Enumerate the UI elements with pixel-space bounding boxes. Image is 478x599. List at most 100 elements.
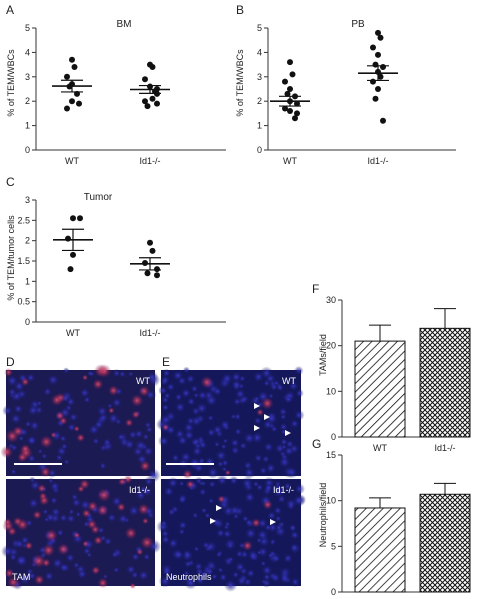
y-tick-label: 2	[257, 96, 262, 106]
chart-g-ylabel: Neutrophils/field	[318, 483, 328, 548]
y-tick-label: 1.5	[17, 256, 30, 266]
bar	[354, 340, 406, 438]
data-point	[144, 270, 151, 277]
micrograph-texture	[1, 475, 162, 590]
data-point	[154, 272, 160, 279]
data-point	[292, 115, 298, 122]
data-point	[370, 78, 376, 85]
x-tick-label: WT	[373, 443, 387, 453]
bar	[419, 327, 471, 438]
data-point	[287, 59, 293, 66]
micrograph-d-id1: Id1-/- TAM	[1, 475, 162, 590]
y-tick-label: 15	[326, 450, 336, 460]
panel-letter-c: C	[6, 175, 15, 189]
bar	[354, 507, 406, 593]
arrowheads	[254, 403, 291, 436]
bar	[419, 493, 471, 593]
micrograph-texture	[156, 474, 307, 592]
micrograph-e-wt-label: WT	[282, 376, 296, 386]
data-point	[289, 71, 296, 78]
x-tick-label: Id1-/-	[434, 443, 455, 453]
y-tick-label: 20	[326, 341, 336, 351]
data-point	[142, 98, 148, 105]
y-tick-label: 2	[25, 236, 30, 246]
y-tick-label: 5	[331, 541, 336, 551]
data-point	[377, 34, 384, 41]
y-tick-label: 2.5	[17, 215, 30, 225]
micrograph-texture	[0, 364, 161, 483]
data-point	[70, 251, 76, 258]
data-point	[69, 56, 75, 63]
data-point	[282, 78, 288, 85]
data-point	[370, 44, 376, 51]
y-tick-label: 0	[25, 317, 30, 327]
data-point	[154, 266, 160, 273]
y-tick-label: 0	[25, 145, 30, 155]
y-tick-label: 3	[25, 195, 30, 205]
chart-b-title: PB	[351, 19, 365, 30]
data-point	[64, 73, 70, 80]
data-point	[69, 98, 75, 105]
panel-letter-d: D	[6, 355, 15, 369]
data-point	[64, 105, 70, 112]
data-point	[144, 103, 151, 110]
micrograph-texture	[156, 365, 305, 480]
data-point	[380, 117, 386, 124]
y-tick-label: 1	[25, 276, 30, 286]
data-point	[149, 95, 156, 102]
micrograph-d-wt-label: WT	[136, 376, 150, 386]
y-tick-label: 0.5	[17, 297, 30, 307]
panel-letter-a: A	[6, 3, 14, 17]
y-tick-label: 30	[326, 295, 336, 305]
micrograph-d-wt: WT	[0, 364, 161, 483]
data-point	[375, 29, 381, 36]
micrograph-e-wt: WT	[156, 365, 305, 480]
micrograph-e-caption: Neutrophils	[166, 572, 212, 582]
data-point	[282, 105, 288, 112]
panel-letter-e: E	[162, 355, 170, 369]
x-tick-label: Id1-/-	[367, 156, 388, 166]
micrograph-d-caption: TAM	[12, 572, 30, 582]
panel-letter-g: G	[312, 437, 321, 451]
data-point	[142, 260, 148, 267]
y-tick-label: 5	[257, 23, 262, 33]
data-point	[372, 95, 379, 102]
x-tick-label: WT	[66, 328, 80, 338]
y-tick-label: 10	[326, 386, 336, 396]
y-tick-label: 2	[25, 96, 30, 106]
x-tick-label: Id1-/-	[139, 156, 160, 166]
chart-c-title: Tumor	[84, 192, 113, 203]
y-tick-label: 5	[25, 23, 30, 33]
data-point	[76, 100, 82, 107]
data-point	[380, 64, 386, 71]
x-tick-label: WT	[283, 156, 297, 166]
micrograph-e-id1: Id1-/- Neutrophils	[156, 474, 307, 592]
chart-c-ylabel: % of TEM/tumor cells	[6, 215, 16, 301]
data-point	[149, 247, 156, 254]
data-point	[377, 73, 384, 80]
data-point	[375, 86, 381, 92]
data-point	[67, 266, 74, 273]
y-tick-label: 4	[257, 47, 262, 57]
panel-letter-f: F	[312, 282, 319, 296]
x-tick-label: Id1-/-	[139, 328, 160, 338]
data-point	[154, 100, 160, 107]
data-point	[284, 90, 291, 97]
chart-a-ylabel: % of TEM/WBCs	[6, 49, 16, 117]
chart-a-title: BM	[117, 19, 132, 30]
data-point	[65, 235, 71, 242]
data-point	[287, 86, 293, 92]
data-point	[294, 100, 300, 107]
y-tick-label: 1	[25, 121, 30, 131]
data-point	[375, 51, 381, 58]
data-point	[287, 107, 293, 114]
y-tick-label: 4	[25, 47, 30, 57]
data-point	[70, 215, 76, 222]
micrograph-d-id1-label: Id1-/-	[129, 485, 150, 495]
panel-letter-b: B	[236, 3, 244, 17]
data-point	[71, 64, 78, 71]
data-point	[77, 215, 83, 222]
y-tick-label: 3	[257, 72, 262, 82]
y-tick-label: 1	[257, 121, 262, 131]
micrograph-e-id1-label: Id1-/-	[273, 485, 294, 495]
